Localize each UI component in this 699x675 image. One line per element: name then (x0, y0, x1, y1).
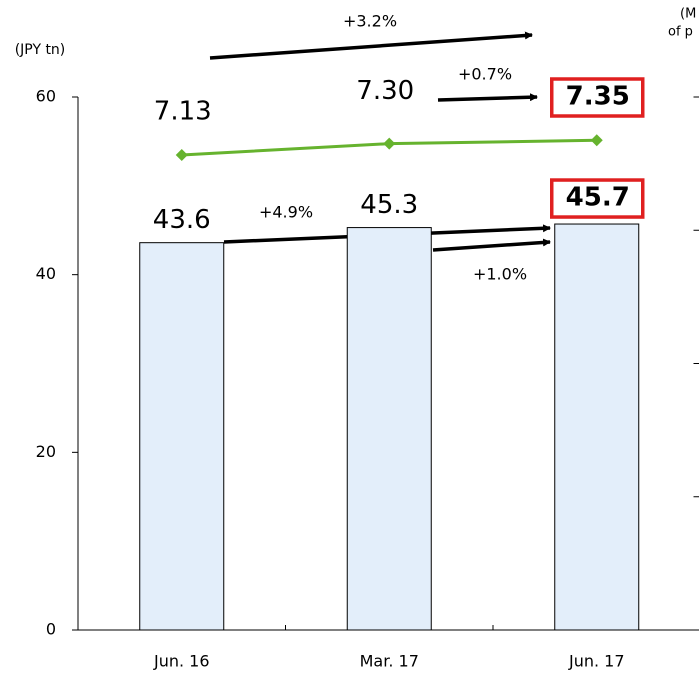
annotation: +1.0% (473, 265, 527, 284)
y2-axis-label: (M (680, 7, 696, 22)
x-tick-label: Jun. 16 (153, 652, 210, 671)
highlight-box (550, 178, 645, 219)
line-marker (590, 134, 603, 147)
y-axis-label: (JPY tn) (15, 42, 66, 58)
bar (554, 223, 640, 631)
y-tick-label: 60 (36, 87, 56, 106)
x-tick-label: Mar. 17 (360, 652, 419, 671)
y2-axis-label: of p (668, 25, 693, 40)
annotation: +4.9% (259, 203, 313, 222)
y-tick-label: 40 (36, 264, 56, 283)
line-marker (383, 137, 396, 150)
bar (139, 242, 225, 631)
annotation: +0.7% (458, 65, 512, 84)
bar (346, 227, 432, 631)
value-label: 7.13 (154, 96, 212, 126)
value-label: 45.7 (566, 183, 630, 213)
value-label: 7.30 (356, 76, 414, 106)
value-label: 45.3 (360, 190, 418, 220)
y-tick-label: 0 (46, 620, 56, 639)
line-marker (175, 148, 188, 161)
highlight-box (550, 77, 645, 118)
value-label: 7.35 (566, 82, 630, 112)
x-tick-label: Jun. 17 (568, 652, 625, 671)
value-label: 43.6 (153, 205, 211, 235)
y-tick-label: 20 (36, 442, 56, 461)
annotation: +3.2% (343, 12, 397, 31)
